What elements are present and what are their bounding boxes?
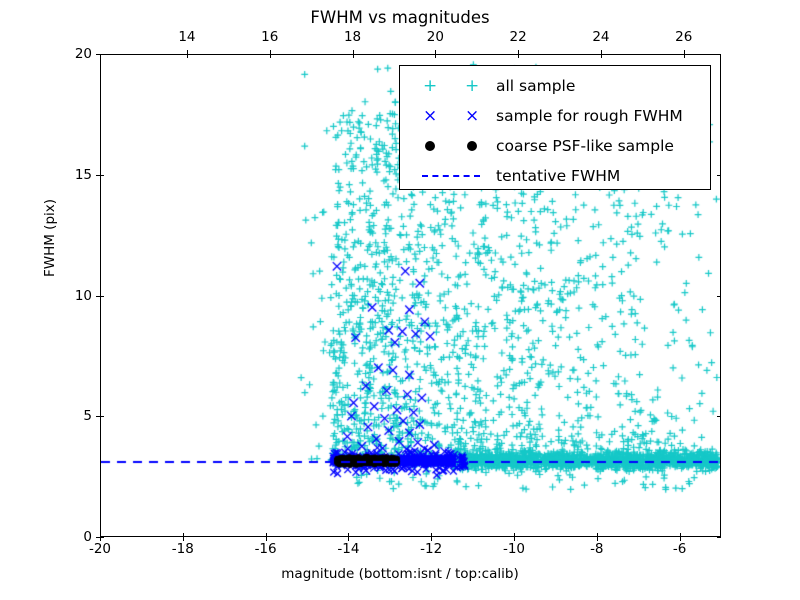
ytick-label: 5 bbox=[83, 408, 92, 425]
xtick-mark-top-out bbox=[352, 50, 354, 54]
ytick-mark-right bbox=[717, 537, 721, 538]
xtick-mark-bottom bbox=[265, 533, 267, 537]
ytick-mark-out bbox=[96, 416, 100, 418]
xtick-label-top: 18 bbox=[343, 29, 362, 45]
dot-icon bbox=[425, 140, 435, 151]
xtick-label-top: 26 bbox=[675, 29, 693, 45]
legend-item-label: all sample bbox=[496, 76, 576, 95]
xtick-mark-bottom bbox=[679, 533, 681, 537]
cross-icon: × bbox=[465, 105, 480, 126]
legend-item-label: tentative FWHM bbox=[496, 166, 621, 185]
xtick-mark-top-out bbox=[600, 50, 602, 54]
xtick-mark-top-out bbox=[683, 50, 685, 54]
xtick-label-top: 24 bbox=[592, 29, 610, 45]
xtick-mark-bottom-out bbox=[182, 537, 184, 541]
xtick-mark-top bbox=[186, 54, 188, 58]
ytick-mark-out bbox=[96, 295, 100, 297]
legend-symbol-dot-icon bbox=[400, 130, 496, 161]
xtick-mark-bottom bbox=[182, 533, 184, 537]
xtick-mark-top bbox=[518, 54, 520, 58]
xtick-label-bottom: -20 bbox=[88, 541, 112, 557]
xtick-label-top: 20 bbox=[426, 29, 444, 45]
xtick-label-bottom: -6 bbox=[672, 541, 687, 557]
legend[interactable]: + + all sample × × sample for rough FWHM coars… bbox=[399, 65, 711, 190]
xtick-mark-top bbox=[435, 54, 437, 58]
xtick-label-bottom: -8 bbox=[590, 541, 604, 557]
ytick-mark bbox=[100, 54, 104, 55]
ytick-mark bbox=[100, 295, 104, 297]
ytick-label: 20 bbox=[74, 46, 92, 62]
plus-icon: + bbox=[423, 75, 438, 96]
ytick-mark-right bbox=[717, 54, 721, 55]
ytick-mark bbox=[100, 174, 104, 176]
xtick-label-bottom: -14 bbox=[337, 541, 360, 557]
plus-icon: + bbox=[465, 75, 480, 96]
xtick-mark-top-out bbox=[518, 50, 520, 54]
xtick-mark-top-out bbox=[269, 50, 271, 54]
xtick-mark-bottom-out bbox=[431, 537, 433, 541]
legend-symbol-plus-icon: + + bbox=[400, 70, 496, 101]
legend-item-label: sample for rough FWHM bbox=[496, 106, 683, 125]
xtick-mark-bottom bbox=[348, 533, 350, 537]
legend-item-label: coarse PSF-like sample bbox=[496, 136, 674, 155]
ytick-mark-out bbox=[96, 54, 100, 55]
ytick-mark-right bbox=[717, 174, 721, 176]
xtick-label-bottom: -16 bbox=[254, 541, 277, 557]
xtick-label-top: 14 bbox=[178, 29, 196, 45]
xtick-mark-bottom bbox=[431, 533, 433, 537]
xtick-mark-bottom bbox=[596, 533, 598, 537]
chart-title: FWHM vs magnitudes bbox=[310, 8, 490, 27]
xtick-label-bottom: -12 bbox=[420, 541, 443, 557]
legend-symbol-dashed-line-icon bbox=[400, 160, 496, 191]
dashed-line-icon bbox=[422, 174, 480, 177]
xtick-mark-top-out bbox=[186, 50, 188, 54]
xtick-mark-top bbox=[600, 54, 602, 58]
ytick-mark-out bbox=[96, 537, 100, 538]
xtick-label-bottom: -10 bbox=[502, 541, 526, 557]
xtick-mark-top bbox=[352, 54, 354, 58]
xtick-mark-bottom bbox=[100, 533, 101, 537]
ytick-label: 10 bbox=[74, 287, 92, 304]
xtick-label-top: 22 bbox=[509, 29, 527, 45]
legend-item[interactable]: + + all sample bbox=[400, 70, 712, 101]
ytick-mark bbox=[100, 416, 104, 418]
ytick-mark bbox=[100, 537, 104, 538]
cross-icon: × bbox=[423, 105, 438, 126]
xtick-mark-top bbox=[269, 54, 271, 58]
x-axis-label: magnitude (bottom:isnt / top:calib) bbox=[281, 566, 519, 582]
xtick-mark-bottom bbox=[514, 533, 515, 537]
dot-icon bbox=[467, 140, 477, 151]
ytick-mark-right bbox=[717, 416, 721, 418]
xtick-mark-bottom-out bbox=[514, 537, 515, 541]
ytick-mark-right bbox=[717, 295, 721, 297]
legend-item[interactable]: tentative FWHM bbox=[400, 160, 712, 191]
legend-item[interactable]: coarse PSF-like sample bbox=[400, 130, 712, 161]
legend-item[interactable]: × × sample for rough FWHM bbox=[400, 100, 712, 131]
y-axis-label: FWHM (pix) bbox=[42, 198, 58, 278]
xtick-label-bottom: -18 bbox=[171, 541, 194, 557]
ytick-label: 15 bbox=[74, 166, 92, 183]
ytick-label: 0 bbox=[83, 529, 92, 545]
xtick-mark-top-out bbox=[435, 50, 437, 54]
xtick-mark-top bbox=[683, 54, 685, 58]
xtick-mark-bottom-out bbox=[100, 537, 101, 541]
xtick-mark-bottom-out bbox=[679, 537, 681, 541]
xtick-mark-bottom-out bbox=[265, 537, 267, 541]
xtick-mark-bottom-out bbox=[348, 537, 350, 541]
xtick-label-top: 16 bbox=[261, 29, 279, 45]
legend-symbol-cross-icon: × × bbox=[400, 100, 496, 131]
ytick-mark-out bbox=[96, 174, 100, 176]
xtick-mark-bottom-out bbox=[596, 537, 598, 541]
